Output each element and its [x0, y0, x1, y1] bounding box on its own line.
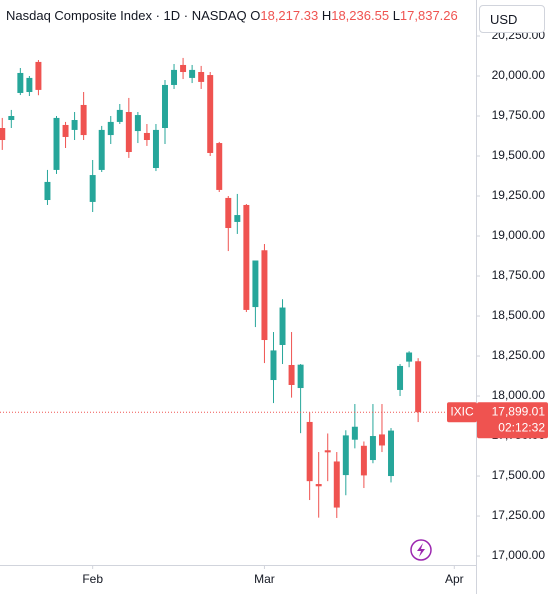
high-key: H	[321, 8, 332, 23]
candle-body	[279, 307, 286, 345]
candle-body	[388, 430, 394, 477]
open-key: O	[250, 8, 261, 23]
candle-body	[198, 72, 205, 82]
y-tick-label: 19,000.00	[492, 228, 546, 242]
candle-body	[406, 352, 413, 362]
y-tick-label: 19,250.00	[492, 188, 546, 202]
candle-body	[351, 426, 358, 440]
candle-body	[252, 260, 259, 308]
lightning-icon[interactable]	[410, 539, 432, 561]
y-tick-label: 17,250.00	[492, 508, 546, 522]
candle-body	[207, 75, 214, 153]
open-value: 18,217.33	[260, 8, 319, 23]
candle-body	[189, 69, 196, 78]
y-tick-label: 19,500.00	[492, 148, 546, 162]
candle-body	[26, 77, 33, 93]
candle-body	[378, 434, 385, 446]
x-tick-label: Apr	[445, 572, 464, 586]
candle-body	[17, 72, 24, 93]
candle-body	[62, 124, 69, 137]
candle-body	[134, 115, 141, 132]
candle-body	[243, 204, 250, 310]
candle-body	[0, 128, 6, 141]
plot-area	[0, 57, 422, 518]
y-tick-label: 18,000.00	[492, 388, 546, 402]
y-tick-label: 17,000.00	[492, 548, 546, 562]
candle-body	[89, 175, 96, 202]
y-tick-label: 18,750.00	[492, 268, 546, 282]
candle-body	[53, 117, 60, 170]
x-tick-label: Feb	[82, 572, 103, 586]
currency-button[interactable]: USD	[479, 5, 545, 33]
candle-body	[71, 120, 78, 130]
candle-body	[152, 129, 159, 169]
candle-body	[288, 364, 295, 385]
candle-body	[315, 484, 322, 487]
candle-body	[44, 181, 51, 201]
candle-body	[270, 350, 277, 381]
candle-body	[171, 69, 178, 85]
header-title: Nasdaq Composite Index · 1D · NASDAQ	[6, 8, 247, 23]
candle-body	[162, 84, 168, 129]
candle-body	[397, 365, 404, 390]
y-tick-label: 19,750.00	[492, 108, 546, 122]
y-tick-label: 18,500.00	[492, 308, 546, 322]
candle-body	[297, 364, 304, 389]
candle-body	[125, 112, 132, 153]
candle-body	[107, 121, 114, 136]
low-key: L	[392, 8, 400, 23]
high-value: 18,236.55	[331, 8, 390, 23]
candle-body	[180, 64, 187, 73]
candle-body	[116, 109, 123, 122]
symbol-label: IXIC	[450, 404, 474, 418]
y-tick-label: 18,250.00	[492, 348, 546, 362]
y-tick-label: 17,500.00	[492, 468, 546, 482]
x-tick-label: Mar	[254, 572, 275, 586]
candle-body	[360, 445, 367, 476]
candle-body	[216, 143, 223, 190]
legend-header: Nasdaq Composite Index · 1D · NASDAQ O18…	[6, 8, 468, 23]
price-tag	[477, 402, 548, 439]
candle-body	[333, 461, 340, 508]
candle-body	[8, 116, 15, 121]
candle-body	[225, 197, 232, 229]
candle-body	[35, 61, 42, 90]
candle-body	[369, 436, 376, 461]
candle-body	[306, 421, 313, 482]
candle-body	[80, 104, 87, 136]
countdown-label: 02:12:32	[498, 420, 545, 434]
candle-body	[324, 450, 331, 453]
candle-body	[234, 215, 241, 222]
symbol-tag	[447, 402, 477, 423]
candle-body	[415, 361, 422, 413]
candle-body	[98, 129, 105, 170]
last-price-label: 17,899.01	[492, 404, 546, 418]
candle-body	[261, 250, 268, 341]
y-tick-label: 20,000.00	[492, 68, 546, 82]
low-value: 17,837.26	[399, 8, 458, 23]
candle-body	[342, 435, 349, 476]
candle-body	[143, 132, 150, 141]
